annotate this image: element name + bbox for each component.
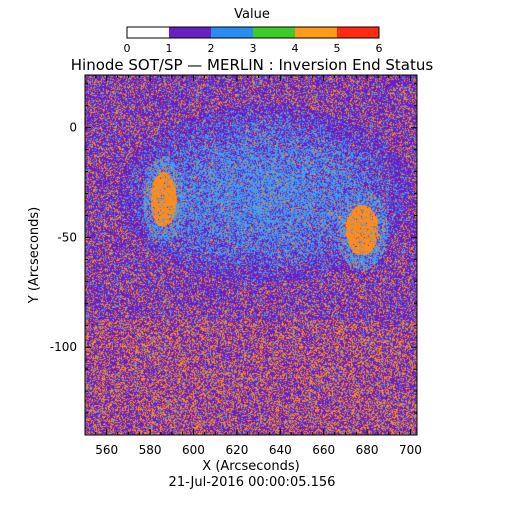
colorbar-segment <box>169 27 212 38</box>
colorbar-tick-label: 3 <box>250 42 257 55</box>
heatmap-raster <box>85 75 417 435</box>
colorbar-segment <box>211 27 254 38</box>
y-tick-label: -50 <box>57 230 77 244</box>
colorbar-segment <box>127 27 170 38</box>
colorbar-title: Value <box>234 7 270 22</box>
colorbar-segment <box>295 27 338 38</box>
colorbar-segment <box>337 27 380 38</box>
colorbar-tick-label: 0 <box>124 42 131 55</box>
x-tick-label: 560 <box>95 443 118 457</box>
colorbar-tick-label: 2 <box>208 42 215 55</box>
chart-title: Hinode SOT/SP — MERLIN : Inversion End S… <box>71 56 434 74</box>
plot-frame <box>84 74 418 436</box>
colorbar-ticks: 0 1 2 3 4 5 6 <box>124 42 383 55</box>
x-tick-label: 600 <box>182 443 205 457</box>
y-tick-label: -100 <box>50 340 77 354</box>
x-tick-label: 640 <box>269 443 292 457</box>
colorbar-tick-label: 4 <box>292 42 299 55</box>
timestamp: 21-Jul-2016 00:00:05.156 <box>169 475 336 490</box>
x-tick-label: 680 <box>356 443 379 457</box>
x-tick-label: 620 <box>225 443 248 457</box>
y-tick-label: 0 <box>69 121 77 135</box>
x-axis-label: X (Arcseconds) <box>202 459 299 474</box>
x-axis: 560 580 600 620 640 660 680 700 <box>84 75 422 457</box>
colorbar-tick-label: 1 <box>166 42 173 55</box>
x-tick-label: 700 <box>399 443 422 457</box>
colorbar-tick-label: 6 <box>376 42 383 55</box>
x-tick-label: 660 <box>312 443 335 457</box>
colorbar-frame <box>126 26 380 39</box>
colorbar-segment <box>253 27 296 38</box>
colorbar <box>126 26 380 39</box>
y-axis-label: Y (Arcseconds) <box>27 207 42 304</box>
colorbar-tick-label: 5 <box>334 42 341 55</box>
x-tick-label: 580 <box>139 443 162 457</box>
y-axis: 0 -50 -100 <box>50 83 417 436</box>
